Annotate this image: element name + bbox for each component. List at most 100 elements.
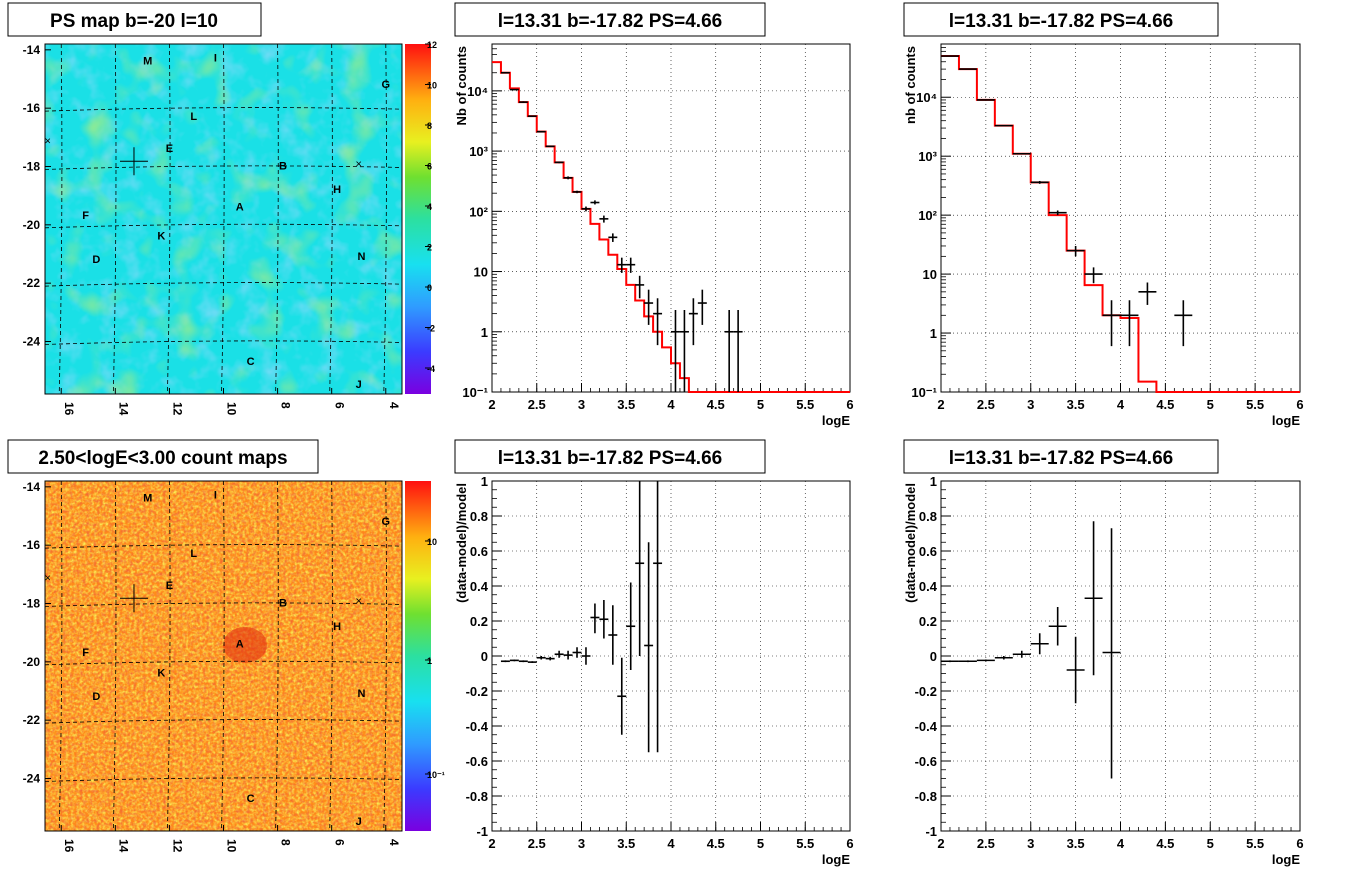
x-tick-label: 5.5 [1246, 836, 1264, 851]
source-label: B [279, 597, 287, 609]
source-label: E [166, 580, 173, 592]
x-tick-label: 4.5 [707, 836, 725, 851]
x-tick-label: 5 [757, 397, 764, 412]
y-tick-label: 10 [923, 267, 937, 282]
y-tick-label: 0 [481, 649, 488, 664]
x-tick-label: 3 [578, 397, 585, 412]
map-x-tick-label: 6 [333, 839, 347, 846]
map-x-tick-label: 16 [62, 402, 76, 416]
y-tick-label: 10⁻¹ [911, 385, 937, 400]
x-tick-label: 3 [1027, 836, 1034, 851]
source-label: J [356, 379, 362, 391]
y-tick-label: 1 [481, 325, 488, 340]
y-axis-label: nb of counts [903, 46, 918, 124]
x-tick-label: 5.5 [1246, 397, 1264, 412]
map-x-tick-label: 6 [333, 402, 347, 409]
data-point [977, 660, 995, 662]
map-x-tick-label: 4 [387, 839, 401, 846]
y-tick-label: 0 [930, 649, 937, 664]
y-axis-label: (data-model)/model [454, 483, 469, 603]
y-axis-label: (data-model)/model [903, 483, 918, 603]
source-label: N [357, 251, 365, 263]
source-label: H [333, 621, 341, 633]
x-tick-label: 3 [578, 836, 585, 851]
source-label: L [190, 111, 197, 123]
y-axis-label: Nb of counts [454, 46, 469, 125]
y-tick-label: 0.8 [919, 509, 937, 524]
data-point [995, 125, 1013, 126]
y-tick-label: -0.8 [915, 789, 937, 804]
x-axis-label: logE [1272, 852, 1300, 867]
x-tick-label: 4 [1117, 397, 1125, 412]
y-tick-label: 0.4 [470, 579, 489, 594]
map-x-tick-label: 16 [62, 839, 76, 853]
data-point [977, 100, 995, 101]
y-tick-label: 0.8 [470, 509, 488, 524]
map-x-tick-label: 14 [116, 839, 130, 853]
source-label: B [279, 160, 287, 172]
y-tick-label: 0.6 [919, 544, 937, 559]
x-marker: × [356, 596, 362, 608]
x-tick-label: 4.5 [707, 397, 725, 412]
colorbar-tick-label: -2 [427, 324, 435, 334]
map-x-tick-label: 14 [116, 402, 130, 416]
x-tick-label: 6 [846, 836, 853, 851]
x-tick-label: 5.5 [796, 397, 814, 412]
x-axis-label: logE [822, 852, 850, 867]
y-tick-label: -0.4 [466, 719, 489, 734]
x-tick-label: 2 [937, 397, 944, 412]
map-y-tick-label: -16 [23, 101, 41, 115]
map-x-tick-label: 10 [225, 839, 239, 853]
ps-map-title: PS map b=-20 l=10 [50, 11, 218, 32]
colorbar-tick-label: 12 [427, 40, 437, 50]
map-x-tick-label: 8 [279, 839, 293, 846]
colorbar-tick-label: 6 [427, 162, 432, 172]
source-label: J [356, 816, 362, 828]
y-tick-label: 1 [930, 474, 937, 489]
y-tick-label: 10² [469, 204, 488, 219]
residual-2-title: l=13.31 b=-17.82 PS=4.66 [949, 448, 1173, 469]
map-y-tick-label: -16 [23, 538, 41, 552]
x-tick-label: 6 [1296, 836, 1303, 851]
y-tick-label: 10⁴ [467, 84, 488, 99]
x-tick-label: 2 [488, 397, 495, 412]
x-tick-label: 2.5 [528, 836, 546, 851]
map-y-tick-label: -18 [23, 597, 41, 611]
data-point [537, 131, 546, 132]
colorbar-tick-label: 10 [427, 537, 437, 547]
x-tick-label: 5 [757, 836, 764, 851]
colorbar-tick-label: 0 [427, 283, 432, 293]
source-label: A [236, 201, 244, 213]
y-tick-label: -0.4 [915, 719, 938, 734]
colorbar-tick-label: 4 [427, 202, 432, 212]
x-tick-label: 4 [1117, 836, 1125, 851]
source-label: G [381, 516, 390, 528]
map-x-tick-label: 12 [170, 402, 184, 416]
x-tick-label: 3.5 [1067, 397, 1085, 412]
x-axis-label: logE [1272, 413, 1300, 428]
map-y-tick-label: -20 [23, 655, 41, 669]
colorbar-tick-label: 1 [427, 656, 432, 666]
y-tick-label: 0.2 [919, 614, 937, 629]
y-tick-label: -0.6 [466, 754, 488, 769]
map-y-tick-label: -20 [23, 218, 41, 232]
source-label: K [157, 230, 165, 242]
y-tick-label: -1 [925, 824, 937, 839]
data-point [555, 162, 564, 164]
data-point [501, 660, 510, 662]
x-tick-label: 2.5 [977, 836, 995, 851]
map-y-tick-label: -24 [23, 335, 41, 349]
map-x-tick-label: 4 [387, 402, 401, 409]
map-y-tick-label: -14 [23, 43, 41, 57]
data-point [510, 89, 519, 90]
map-x-tick-label: 12 [170, 839, 184, 853]
data-point [546, 146, 555, 147]
y-tick-label: -0.2 [915, 684, 937, 699]
spectrum-2-title: l=13.31 b=-17.82 PS=4.66 [949, 11, 1173, 32]
